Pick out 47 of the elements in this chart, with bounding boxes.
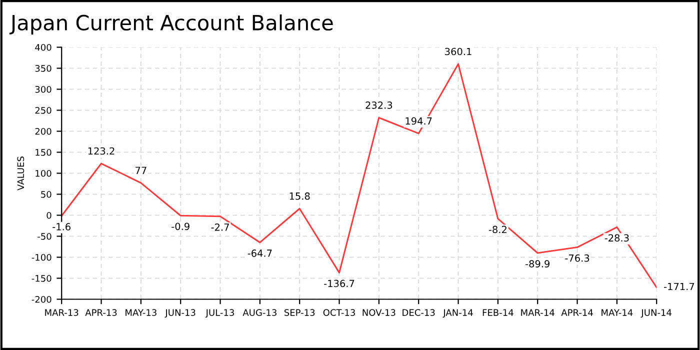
data-label: 77: [136, 166, 146, 174]
x-tick-label: JAN-14: [442, 309, 473, 318]
x-tick-label: AUG-13: [242, 309, 276, 316]
x-tick-label: MAY-13: [126, 309, 156, 316]
y-tick-label: 400: [35, 44, 52, 51]
y-tick-label: 150: [36, 148, 52, 156]
y-tick-label: 50: [41, 190, 52, 198]
data-label: -8.2: [488, 226, 506, 234]
y-tick-label: -100: [32, 254, 52, 261]
data-label: -2.7: [211, 224, 229, 231]
data-label: 123.2: [88, 147, 114, 155]
y-tick-label: 250: [35, 106, 52, 114]
x-tick-label: FEB-14: [482, 309, 514, 316]
y-tick-label: -150: [32, 274, 52, 282]
y-tick-label: 100: [36, 170, 52, 177]
x-tick-label: OCT-13: [323, 309, 355, 316]
data-label: -76.3: [565, 254, 590, 262]
data-label: -64.7: [248, 250, 272, 257]
data-label: -0.9: [172, 222, 190, 230]
y-tick-label: 200: [35, 128, 52, 135]
data-label: 15.8: [290, 192, 310, 200]
data-label: -28.3: [604, 234, 629, 242]
data-label: 360.1: [445, 48, 472, 56]
data-label: -171.7: [664, 282, 694, 290]
data-label: -1.6: [52, 223, 70, 230]
data-label: 194.7: [406, 117, 432, 125]
x-tick-label: JUN-13: [164, 309, 196, 318]
x-tick-label: JUL-13: [205, 309, 234, 318]
y-tick-label: -50: [38, 232, 52, 240]
x-tick-label: MAY-14: [602, 309, 633, 316]
chart-title: Japan Current Account Balance: [9, 14, 333, 35]
data-label: -89.9: [526, 260, 550, 268]
x-tick-label: NOV-13: [362, 309, 396, 316]
x-tick-label: MAR-14: [521, 309, 554, 316]
y-axis-title: VALUES: [17, 156, 24, 190]
x-tick-label: JUN-14: [640, 309, 672, 318]
data-label: -136.7: [324, 280, 354, 288]
x-tick-label: MAR-13: [45, 309, 78, 316]
x-tick-label: DEC-13: [402, 309, 435, 316]
y-tick-label: 300: [35, 86, 52, 93]
x-tick-label: APR-13: [85, 309, 117, 316]
x-tick-label: APR-14: [561, 309, 593, 316]
y-tick-label: -200: [32, 296, 52, 303]
y-tick-label: 350: [35, 64, 52, 72]
y-tick-label: 0: [46, 212, 52, 219]
x-tick-label: SEP-13: [284, 309, 315, 316]
data-label: 232.3: [366, 102, 392, 109]
